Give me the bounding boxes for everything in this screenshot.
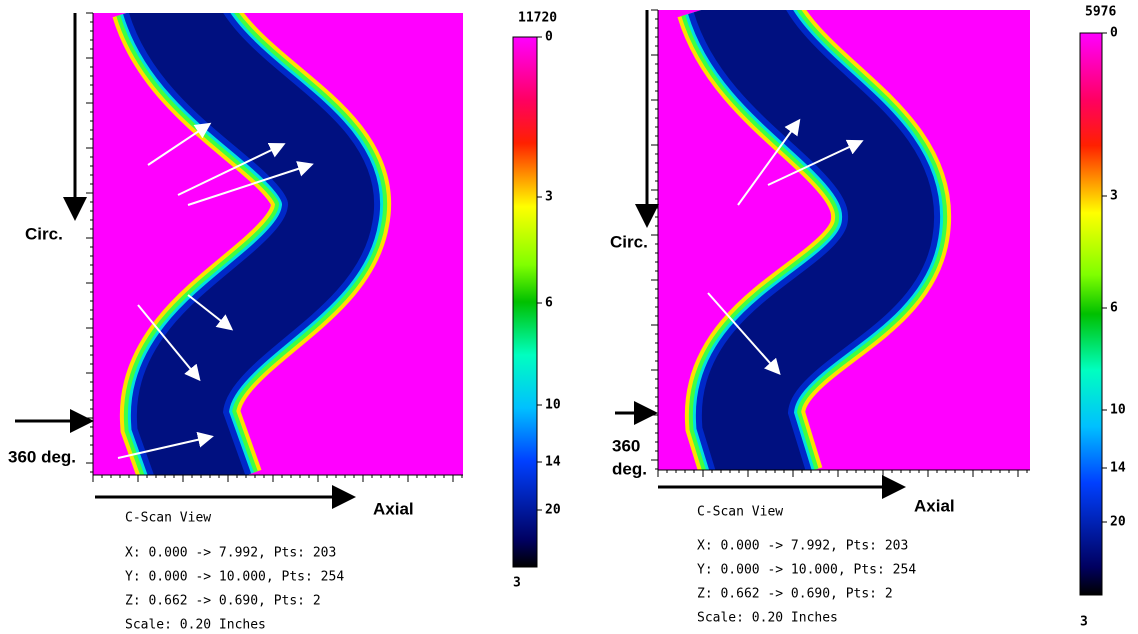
colorbar (512, 36, 538, 568)
colorbar-tick-label: 3 (1110, 189, 1118, 204)
colorbar-tick-label: 20 (1110, 515, 1126, 530)
colorbar-tick-label: 14 (1110, 461, 1126, 476)
scan-info: Y: 0.000 -> 10.000, Pts: 254 (125, 570, 344, 585)
colorbar-tick-label: 0 (545, 30, 553, 45)
scan-info: Scale: 0.20 Inches (697, 611, 838, 626)
colorbar-tick-label: 10 (1110, 403, 1126, 418)
axis-label: Circ. (610, 232, 648, 251)
colorbar-tick-label: 3 (545, 190, 553, 205)
view-title: C-Scan View (125, 511, 211, 526)
colorbar-max: 11720 (518, 11, 557, 26)
axis-label: Axial (914, 496, 955, 515)
scan-info: X: 0.000 -> 7.992, Pts: 203 (697, 539, 908, 554)
colorbar-tick-label: 0 (1110, 26, 1118, 41)
colorbar-max: 5976 (1085, 5, 1116, 20)
colorbar-tick-label: 14 (545, 455, 561, 470)
scan-band (693, 10, 934, 470)
axis-label: 360 deg. (8, 447, 76, 466)
scan-band (129, 13, 374, 475)
annotation-arrow (117, 431, 214, 459)
scan-image (112, 13, 391, 475)
colorbar-bottom: 3 (513, 576, 521, 591)
scan-info: Z: 0.662 -> 0.690, Pts: 2 (125, 594, 321, 609)
annotation-arrow (187, 161, 314, 206)
annotation-arrow (177, 142, 286, 196)
scan-info: Z: 0.662 -> 0.690, Pts: 2 (697, 587, 893, 602)
colorbar-tick-label: 6 (1110, 301, 1118, 316)
axis-label: Axial (373, 499, 414, 518)
annotation-arrow (147, 122, 212, 166)
colorbar-tick-label: 20 (545, 503, 561, 518)
colorbar-tick-label: 6 (545, 296, 553, 311)
colorbar-tick-label: 10 (545, 398, 561, 413)
axis-label: 360 (612, 436, 640, 455)
scan-info: Scale: 0.20 Inches (125, 618, 266, 633)
annotation-arrow (137, 304, 201, 382)
scan-info: X: 0.000 -> 7.992, Pts: 203 (125, 546, 336, 561)
colorbar (1079, 32, 1103, 596)
annotation-arrow (737, 118, 801, 206)
view-title: C-Scan View (697, 505, 783, 520)
axis-label: deg. (612, 459, 647, 478)
colorbar-bottom: 3 (1080, 615, 1088, 630)
annotation-arrow (187, 294, 234, 331)
axis-label: Circ. (25, 224, 63, 243)
annotation-arrow (767, 139, 864, 186)
scan-info: Y: 0.000 -> 10.000, Pts: 254 (697, 563, 916, 578)
scan-image (677, 10, 951, 470)
annotation-arrow (707, 292, 781, 375)
